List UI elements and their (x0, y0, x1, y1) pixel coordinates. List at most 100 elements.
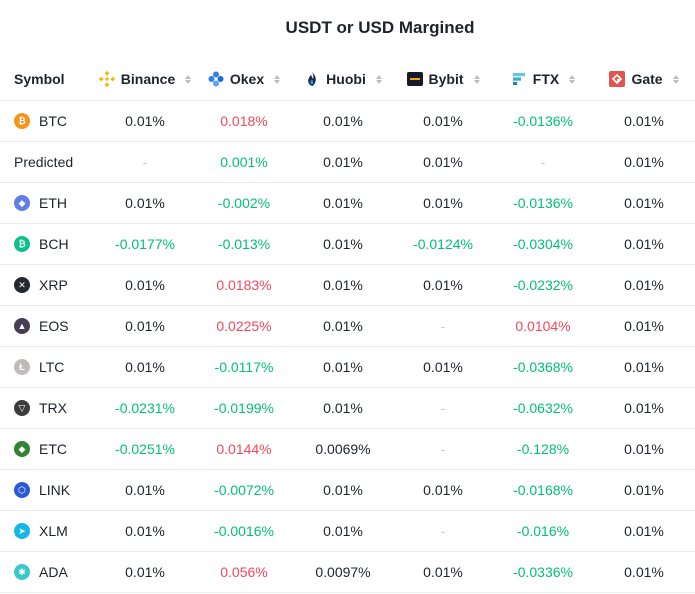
table-row: ◆ ETC -0.0251% 0.0144% 0.0069% - -0.128% 0.01% (0, 429, 695, 470)
bybit-header-label: Bybit (428, 71, 464, 87)
symbol-label: BCH (39, 236, 69, 252)
symbol-header: Symbol (14, 71, 65, 87)
rate-cell-huobi: 0.01% (323, 195, 363, 211)
sort-icon (274, 74, 281, 84)
rate-cell-huobi: 0.01% (323, 318, 363, 334)
rate-cell-binance: - (142, 154, 148, 170)
rate-cell-bybit: 0.01% (423, 277, 463, 293)
rate-cell-gate: 0.01% (624, 318, 664, 334)
rate-cell-ftx: -0.128% (516, 441, 570, 457)
sort-okex-button[interactable]: Okex (195, 71, 293, 87)
rate-cell-ftx: -0.0304% (513, 236, 573, 252)
binance-header-label: Binance (120, 71, 176, 87)
rate-cell-okex: -0.002% (217, 195, 271, 211)
xrp-icon: ✕ (14, 277, 30, 293)
rate-cell-okex: -0.013% (217, 236, 271, 252)
binance-icon (98, 71, 115, 87)
rate-cell-bybit: -0.0124% (413, 236, 473, 252)
rate-cell-bybit: 0.01% (423, 113, 463, 129)
symbol-cell: ▲ EOS (0, 318, 95, 334)
symbol-cell: ✕ XRP (0, 277, 95, 293)
symbol-cell: ₿ BTC (0, 113, 95, 129)
rate-cell-bybit: 0.01% (423, 359, 463, 375)
table-row: ✱ ADA 0.01% 0.056% 0.0097% 0.01% -0.0336% 0.01% (0, 552, 695, 593)
rate-cell-gate: 0.01% (624, 359, 664, 375)
sort-bybit-button[interactable]: Bybit (393, 71, 493, 87)
ftx-header-label: FTX (532, 71, 560, 87)
rate-cell-ftx: 0.0104% (515, 318, 571, 334)
rate-cell-binance: 0.01% (125, 113, 165, 129)
sort-icon (375, 74, 382, 84)
rate-cell-huobi: 0.01% (323, 359, 363, 375)
rate-cell-ftx: -0.0368% (513, 359, 573, 375)
symbol-cell: ◆ ETH (0, 195, 95, 211)
rate-cell-gate: 0.01% (624, 523, 664, 539)
eth-icon: ◆ (14, 195, 30, 211)
rate-cell-binance: 0.01% (125, 564, 165, 580)
ftx-icon (512, 73, 525, 86)
rate-cell-binance: 0.01% (125, 482, 165, 498)
sort-ftx-button[interactable]: FTX (493, 71, 593, 87)
rate-cell-bybit: - (440, 523, 446, 539)
sort-icon (473, 74, 480, 84)
rate-cell-binance: 0.01% (125, 318, 165, 334)
table-row: ◆ ETH 0.01% -0.002% 0.01% 0.01% -0.0136% 0.01% (0, 183, 695, 224)
rate-cell-ftx: -0.0136% (513, 195, 573, 211)
ada-icon: ✱ (14, 564, 30, 580)
rate-cell-binance: 0.01% (125, 277, 165, 293)
rate-cell-bybit: - (440, 400, 446, 416)
rate-cell-okex: 0.0183% (216, 277, 272, 293)
rate-cell-ftx: -0.0168% (513, 482, 573, 498)
huobi-header-label: Huobi (326, 71, 366, 87)
symbol-label: ETH (39, 195, 67, 211)
sort-icon (672, 74, 679, 84)
btc-icon: ₿ (14, 113, 30, 129)
rate-cell-okex: 0.018% (220, 113, 268, 129)
symbol-label: TRX (39, 400, 67, 416)
symbol-cell: Predicted (0, 154, 95, 170)
rate-cell-gate: 0.01% (624, 277, 664, 293)
symbol-cell: ▽ TRX (0, 400, 95, 416)
table-row: ₿ BCH -0.0177% -0.013% 0.01% -0.0124% -0.0304%… (0, 224, 695, 265)
huobi-icon (308, 72, 316, 86)
rate-cell-bybit: 0.01% (423, 195, 463, 211)
gate-header-label: Gate (631, 71, 663, 87)
table-header: Symbol Binance Okex (0, 58, 695, 101)
rate-cell-bybit: 0.01% (423, 482, 463, 498)
rate-cell-gate: 0.01% (624, 482, 664, 498)
sort-gate-button[interactable]: Gate (593, 71, 695, 87)
sort-binance-button[interactable]: Binance (95, 71, 195, 87)
rate-cell-binance: -0.0251% (115, 441, 175, 457)
symbol-label: XLM (39, 523, 68, 539)
rate-cell-okex: -0.0016% (214, 523, 274, 539)
rate-cell-binance: -0.0177% (115, 236, 175, 252)
ltc-icon: Ł (14, 359, 30, 375)
rate-cell-okex: -0.0117% (214, 359, 274, 375)
rate-cell-bybit: 0.01% (423, 154, 463, 170)
symbol-label: LTC (39, 359, 65, 375)
table-row: Ł LTC 0.01% -0.0117% 0.01% 0.01% -0.0368% 0.01% (0, 347, 695, 388)
table-row: ₿ BTC 0.01% 0.018% 0.01% 0.01% -0.0136% 0.01% (0, 101, 695, 142)
symbol-cell: ➤ XLM (0, 523, 95, 539)
rate-cell-huobi: 0.01% (323, 277, 363, 293)
table-row: ⬡ LINK 0.01% -0.0072% 0.01% 0.01% -0.0168% 0.01… (0, 470, 695, 511)
rate-cell-ftx: - (540, 154, 546, 170)
rate-cell-binance: 0.01% (125, 195, 165, 211)
rate-cell-huobi: 0.0097% (315, 564, 371, 580)
sort-icon (185, 74, 192, 84)
table-row: ➤ XLM 0.01% -0.0016% 0.01% - -0.016% 0.01% (0, 511, 695, 552)
bybit-icon (406, 72, 423, 86)
gate-icon (609, 71, 626, 87)
rate-cell-huobi: 0.0069% (315, 441, 371, 457)
table-row: ✕ XRP 0.01% 0.0183% 0.01% 0.01% -0.0232% 0.01% (0, 265, 695, 306)
rate-cell-gate: 0.01% (624, 441, 664, 457)
funding-rate-table: Symbol Binance Okex (0, 58, 695, 593)
rate-cell-binance: 0.01% (125, 359, 165, 375)
sort-huobi-button[interactable]: Huobi (293, 71, 393, 87)
symbol-label: LINK (39, 482, 71, 498)
trx-icon: ▽ (14, 400, 30, 416)
rate-cell-gate: 0.01% (624, 154, 664, 170)
rate-cell-ftx: -0.0136% (513, 113, 573, 129)
symbol-cell: ⬡ LINK (0, 482, 95, 498)
xlm-icon: ➤ (14, 523, 30, 539)
